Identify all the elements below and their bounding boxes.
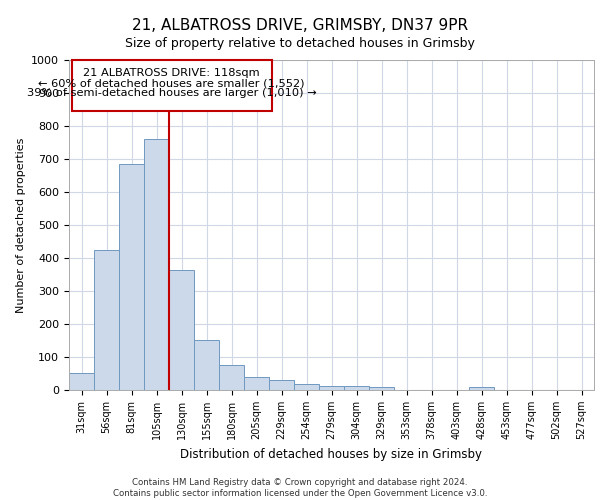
Bar: [219, 365, 244, 390]
Bar: [94, 250, 119, 390]
Bar: [169, 270, 194, 390]
Text: 39% of semi-detached houses are larger (1,010) →: 39% of semi-detached houses are larger (…: [26, 88, 316, 98]
Bar: [244, 377, 269, 390]
Text: Contains HM Land Registry data © Crown copyright and database right 2024.
Contai: Contains HM Land Registry data © Crown c…: [113, 478, 487, 498]
Bar: [469, 388, 494, 390]
Text: ← 60% of detached houses are smaller (1,552): ← 60% of detached houses are smaller (1,…: [38, 78, 305, 88]
Bar: [369, 386, 394, 390]
FancyBboxPatch shape: [71, 60, 271, 111]
Bar: [269, 380, 294, 390]
Bar: [69, 373, 94, 390]
Bar: [144, 139, 169, 390]
Bar: [119, 164, 144, 390]
X-axis label: Distribution of detached houses by size in Grimsby: Distribution of detached houses by size …: [181, 448, 482, 460]
Bar: [294, 384, 319, 390]
Bar: [194, 340, 219, 390]
Text: 21, ALBATROSS DRIVE, GRIMSBY, DN37 9PR: 21, ALBATROSS DRIVE, GRIMSBY, DN37 9PR: [132, 18, 468, 32]
Y-axis label: Number of detached properties: Number of detached properties: [16, 138, 26, 312]
Bar: [344, 386, 369, 390]
Text: Size of property relative to detached houses in Grimsby: Size of property relative to detached ho…: [125, 38, 475, 51]
Text: 21 ALBATROSS DRIVE: 118sqm: 21 ALBATROSS DRIVE: 118sqm: [83, 68, 260, 78]
Bar: [319, 386, 344, 390]
